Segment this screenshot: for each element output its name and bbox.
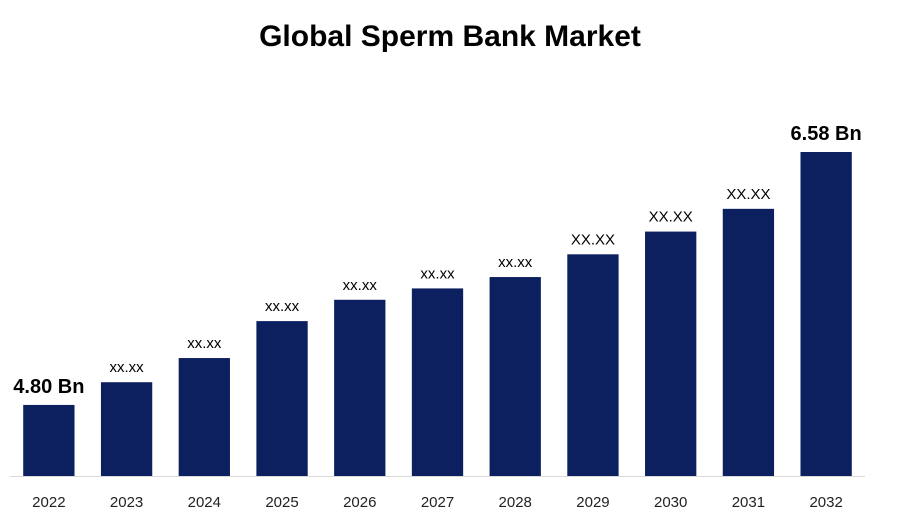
- x-tick-label-2024: 2024: [188, 494, 221, 511]
- data-label-2025: xx.xx: [265, 298, 300, 315]
- bar-2023: [100, 382, 153, 476]
- data-label-2027: xx.xx: [420, 265, 455, 282]
- data-label-2028: xx.xx: [498, 254, 533, 271]
- data-label-2022: 4.80 Bn: [13, 376, 84, 398]
- data-labels-layer: 4.80 Bn xx.xx xx.xx xx.xx xx.xx xx.xx xx.xx XX.…: [13, 123, 861, 398]
- x-tick-label-2026: 2026: [343, 494, 376, 511]
- x-tick-label-2030: 2030: [654, 494, 687, 511]
- bar-2025: [256, 321, 308, 476]
- x-tick-label-2025: 2025: [265, 494, 298, 511]
- bar-2024: [178, 358, 230, 476]
- x-tick-label-2028: 2028: [499, 494, 532, 511]
- data-label-2031: XX.XX: [726, 186, 770, 203]
- x-tick-labels-layer: 2022 2023 2024 2025 2026 2027 2028 2029 2030 2031…: [32, 494, 843, 511]
- x-tick-label-2027: 2027: [421, 494, 454, 511]
- data-label-2023: xx.xx: [110, 359, 145, 376]
- bar-2022: [23, 404, 75, 476]
- x-tick-label-2022: 2022: [32, 494, 65, 511]
- data-label-2024: xx.xx: [187, 335, 222, 352]
- x-tick-label-2023: 2023: [110, 494, 143, 511]
- bar-2030: [645, 231, 697, 476]
- bar-2032: [800, 152, 852, 476]
- x-tick-label-2031: 2031: [732, 494, 765, 511]
- bars-layer: [23, 152, 852, 476]
- bar-2031: [722, 208, 775, 476]
- data-label-2032: 6.58 Bn: [791, 123, 862, 145]
- data-label-2026: xx.xx: [343, 277, 378, 294]
- data-label-2029: XX.XX: [571, 231, 615, 248]
- bar-2027: [411, 288, 464, 476]
- x-tick-label-2032: 2032: [809, 494, 842, 511]
- data-label-2030: XX.XX: [649, 209, 693, 226]
- bar-2029: [567, 254, 619, 476]
- chart-title: Global Sperm Bank Market: [259, 20, 641, 53]
- bar-2028: [489, 277, 541, 476]
- bar-2026: [334, 299, 386, 476]
- x-tick-label-2029: 2029: [576, 494, 609, 511]
